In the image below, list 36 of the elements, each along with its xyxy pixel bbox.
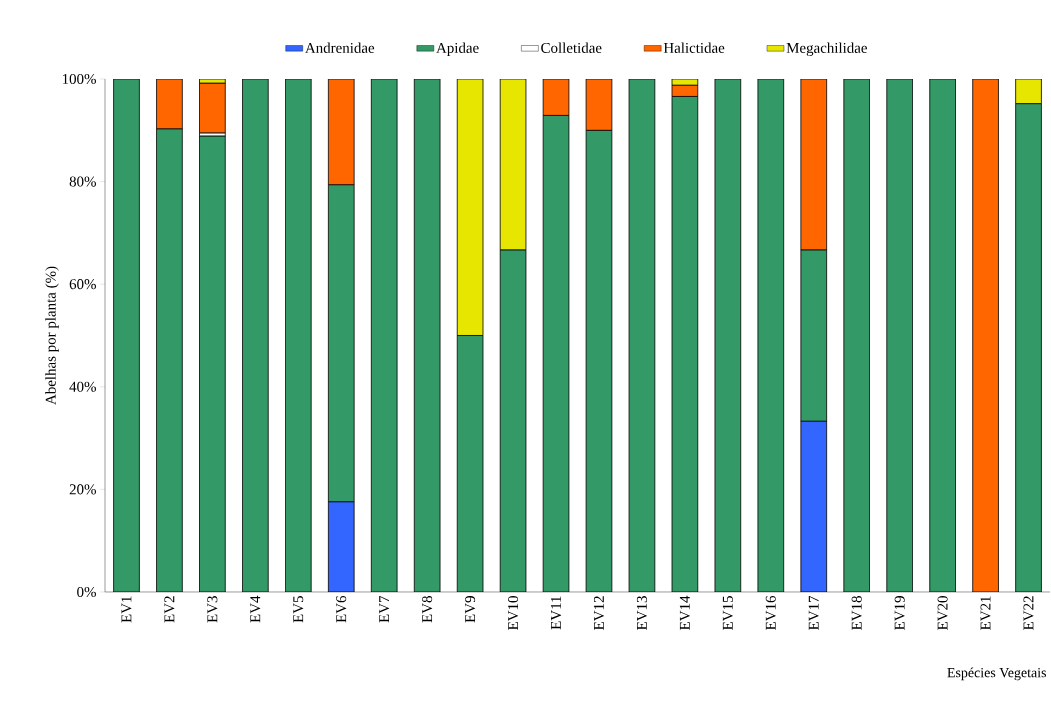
x-tick-label: EV7	[379, 595, 390, 623]
y-tick-label: 40%	[69, 381, 96, 392]
legend-label: Megachilidae	[786, 42, 867, 57]
x-tick-label: EV4	[250, 595, 261, 623]
y-tick-label: 80%	[69, 176, 96, 187]
x-tick-label: EV14	[679, 595, 690, 630]
x-tick-label: EV17	[808, 595, 819, 630]
bar	[199, 82, 226, 134]
x-tick-label: EV15	[722, 596, 733, 630]
x-tick-label: EV2	[164, 596, 175, 623]
x-tick-label: EV18	[851, 596, 862, 630]
x-tick-label: EV13	[636, 596, 647, 630]
x-tick-label: EV6	[336, 595, 347, 623]
legend-label: Andrenidae	[305, 42, 375, 53]
x-tick-label: EV1	[121, 596, 132, 623]
x-tick-label: EV16	[765, 595, 776, 630]
legend-label: Apidae	[436, 42, 479, 56]
x-tick-label: EV21	[980, 596, 991, 630]
x-tick-label: EV11	[550, 596, 562, 630]
y-tick-label: 20%	[69, 484, 96, 495]
y-tick-label: 100%	[62, 73, 96, 85]
x-tick-label: EV19	[894, 596, 905, 630]
x-tick-label: EV10	[508, 596, 519, 630]
legend-label: Colletidae	[541, 42, 602, 53]
y-tick-label: 0%	[77, 586, 96, 598]
x-tick-label: EV5	[293, 596, 304, 623]
legend-label: Halictidae	[663, 42, 725, 53]
x-tick-label: EV8	[422, 596, 433, 623]
x-tick-label: EV22	[1023, 596, 1034, 630]
y-tick-label: 60%	[69, 279, 96, 290]
x-axis-title: Espécies Vegetais	[947, 667, 1047, 681]
x-tick-label: EV3	[207, 596, 218, 623]
x-tick-label: EV9	[465, 596, 476, 623]
x-tick-label: EV20	[937, 596, 948, 630]
y-axis-title: Abelhas por planta (%)	[45, 266, 59, 405]
x-tick-label: EV12	[593, 596, 605, 630]
